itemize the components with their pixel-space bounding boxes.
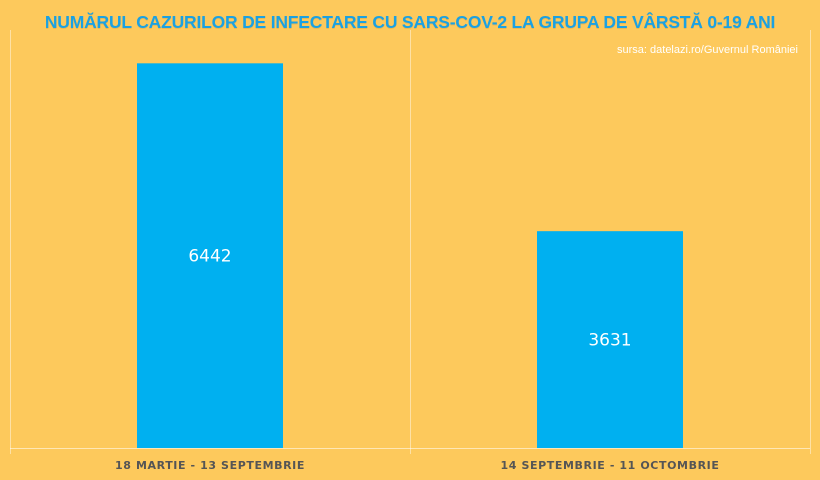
category-label-2: 14 SEPTEMBRIE - 11 OCTOMBRIE [501, 459, 720, 472]
chart-title: NUMĂRUL CAZURILOR DE INFECTARE CU SARS-C… [44, 12, 776, 32]
data-label-1: 6442 [188, 247, 231, 267]
data-label-group: 6442 3631 [188, 247, 631, 351]
category-label-group: 18 MARTIE - 13 SEPTEMBRIE 14 SEPTEMBRIE -… [115, 459, 719, 472]
bar-group [137, 63, 683, 449]
bar-2 [537, 231, 683, 448]
chart-source: sursa: datelazi.ro/Guvernul României [617, 44, 798, 56]
plot-frame [10, 30, 811, 454]
data-label-2: 3631 [588, 331, 631, 351]
category-label-1: 18 MARTIE - 13 SEPTEMBRIE [115, 459, 305, 472]
bar-1 [137, 63, 283, 449]
